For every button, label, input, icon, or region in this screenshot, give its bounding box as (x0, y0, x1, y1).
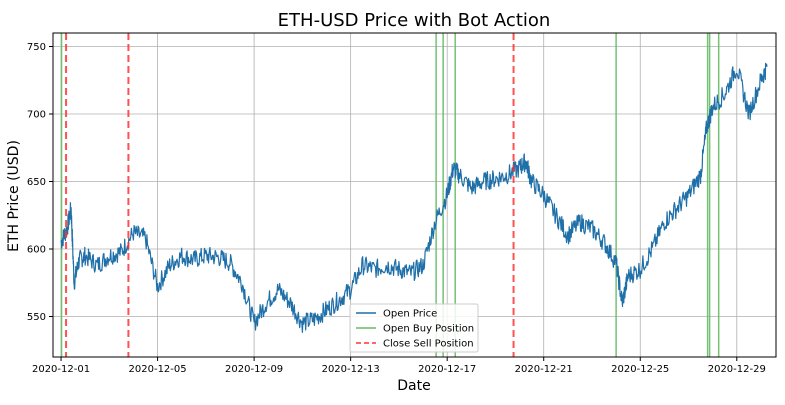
y-axis-label: ETH Price (USD) (6, 140, 22, 252)
x-tick-label: 2020-12-29 (708, 364, 766, 375)
plot-frame (52, 32, 777, 358)
chart-title: ETH-USD Price with Bot Action (278, 10, 551, 31)
x-tick-label: 2020-12-21 (515, 364, 573, 375)
legend-item-open-price-label: Open Price (383, 309, 437, 320)
y-tick-label: 550 (27, 312, 46, 323)
legend-item-open-buy-label: Open Buy Position (383, 324, 474, 335)
y-tick-label: 600 (27, 245, 46, 256)
open-price-line (60, 62, 768, 333)
x-tick-label: 2020-12-01 (32, 364, 90, 375)
y-tick-label: 650 (27, 177, 46, 188)
legend-box (349, 303, 479, 353)
legend-item-close-sell-label: Close Sell Position (383, 339, 474, 350)
legend: Open Price Open Buy Position Close Sell Po… (349, 303, 479, 353)
x-tick-label: 2020-12-17 (418, 364, 476, 375)
x-tick-label: 2020-12-09 (225, 364, 283, 375)
x-tick-label: 2020-12-25 (611, 364, 669, 375)
x-tick-label: 2020-12-05 (129, 364, 187, 375)
y-tick-label: 750 (27, 42, 46, 53)
x-axis-label: Date (397, 378, 430, 394)
plot-area: 2020-12-01 2020-12-05 2020-12-09 2020-12-13… (27, 32, 777, 375)
y-tick-label: 700 (27, 110, 46, 121)
x-tick-label: 2020-12-13 (322, 364, 380, 375)
